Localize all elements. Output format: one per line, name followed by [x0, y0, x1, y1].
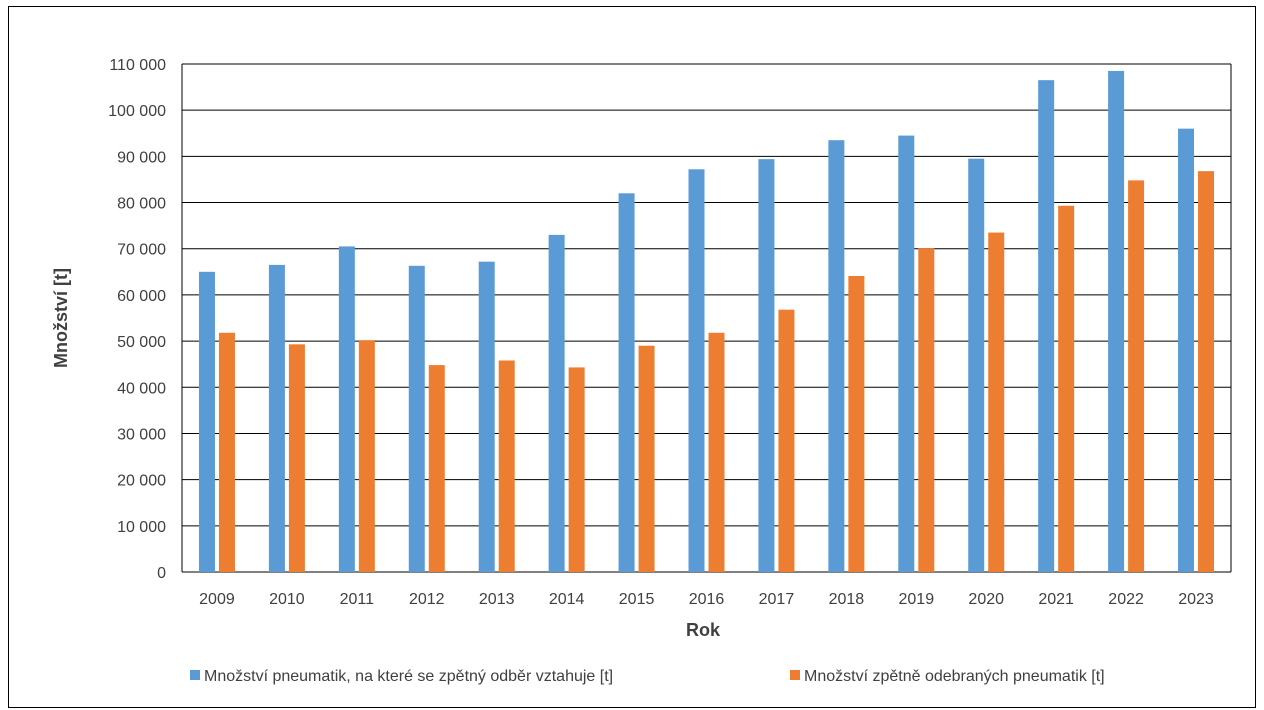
x-tick-label: 2009: [199, 591, 235, 608]
y-tick-label: 100 000: [108, 103, 166, 120]
bar-series-2-2010: [288, 344, 305, 572]
x-tick-label: 2012: [409, 591, 445, 608]
x-tick-label: 2022: [1108, 591, 1144, 608]
x-axis-ticks: 2009 2010 2011 2012 2013 2014 2015 2016 2017 2018…: [199, 591, 1214, 608]
bar-series-1-2009: [198, 271, 215, 572]
bar-series-1-2019: [898, 135, 915, 572]
bar-series-1-2022: [1108, 70, 1125, 572]
gridlines: [181, 63, 1232, 573]
x-tick-label: 2020: [968, 591, 1004, 608]
x-tick-label: 2015: [619, 591, 655, 608]
y-tick-label: 60 000: [117, 288, 166, 305]
bar-series-2-2015: [638, 345, 655, 572]
x-tick-label: 2018: [829, 591, 865, 608]
bar-series-2-2014: [568, 367, 585, 572]
x-tick-label: 2011: [340, 591, 375, 608]
bar-series-2-2009: [218, 332, 235, 572]
bars: [198, 70, 1215, 573]
x-tick-label: 2019: [899, 591, 935, 608]
legend-label-series-2: Množství zpětně odebraných pneumatik [t]: [804, 668, 1105, 685]
bar-series-1-2012: [408, 265, 425, 572]
bar-series-2-2012: [428, 365, 445, 572]
y-axis-ticks: 0 10 000 20 000 30 000 40 000 50 000 60 000 70 …: [108, 57, 166, 582]
x-tick-label: 2021: [1038, 591, 1074, 608]
bar-series-2-2019: [918, 248, 935, 573]
bar-series-1-2023: [1178, 128, 1195, 572]
bar-series-1-2016: [688, 169, 705, 572]
bar-series-2-2018: [848, 275, 865, 572]
legend-label-series-1: Množství pneumatik, na které se zpětný o…: [204, 668, 613, 685]
bar-series-1-2021: [1038, 80, 1055, 572]
x-tick-label: 2014: [549, 591, 585, 608]
bar-series-2-2021: [1058, 205, 1075, 572]
x-tick-label: 2017: [759, 591, 795, 608]
y-axis-title: Množství [t]: [51, 268, 71, 368]
y-tick-label: 10 000: [117, 519, 166, 536]
y-tick-label: 40 000: [117, 380, 166, 397]
x-axis-title: Rok: [686, 620, 721, 640]
x-tick-label: 2010: [269, 591, 305, 608]
x-tick-label: 2023: [1178, 591, 1214, 608]
y-tick-label: 70 000: [117, 242, 166, 259]
y-tick-label: 80 000: [117, 196, 166, 213]
bar-series-1-2020: [968, 158, 985, 572]
bar-series-2-2020: [988, 232, 1005, 572]
bar-series-2-2011: [358, 340, 375, 572]
legend-swatch-series-1: [190, 670, 200, 680]
bar-series-1-2011: [338, 246, 355, 572]
bar-series-1-2017: [758, 159, 775, 572]
y-tick-label: 110 000: [109, 57, 166, 74]
bar-series-2-2023: [1198, 171, 1215, 572]
bar-series-1-2015: [618, 193, 635, 573]
bar-series-1-2010: [268, 264, 285, 572]
bar-series-1-2014: [548, 234, 565, 572]
x-tick-label: 2016: [689, 591, 725, 608]
y-tick-label: 50 000: [117, 334, 166, 351]
legend: Množství pneumatik, na které se zpětný o…: [190, 668, 1105, 685]
bar-series-2-2013: [498, 360, 515, 572]
bar-series-1-2018: [828, 140, 845, 572]
legend-swatch-series-2: [790, 670, 800, 680]
bar-series-2-2017: [778, 309, 795, 572]
y-tick-label: 30 000: [117, 426, 166, 443]
x-tick-label: 2013: [479, 591, 515, 608]
bar-series-2-2022: [1128, 180, 1145, 573]
bar-series-1-2013: [478, 261, 495, 572]
y-tick-label: 20 000: [117, 473, 166, 490]
bar-series-2-2016: [708, 332, 725, 572]
y-tick-label: 90 000: [117, 149, 166, 166]
y-tick-label: 0: [157, 565, 166, 582]
